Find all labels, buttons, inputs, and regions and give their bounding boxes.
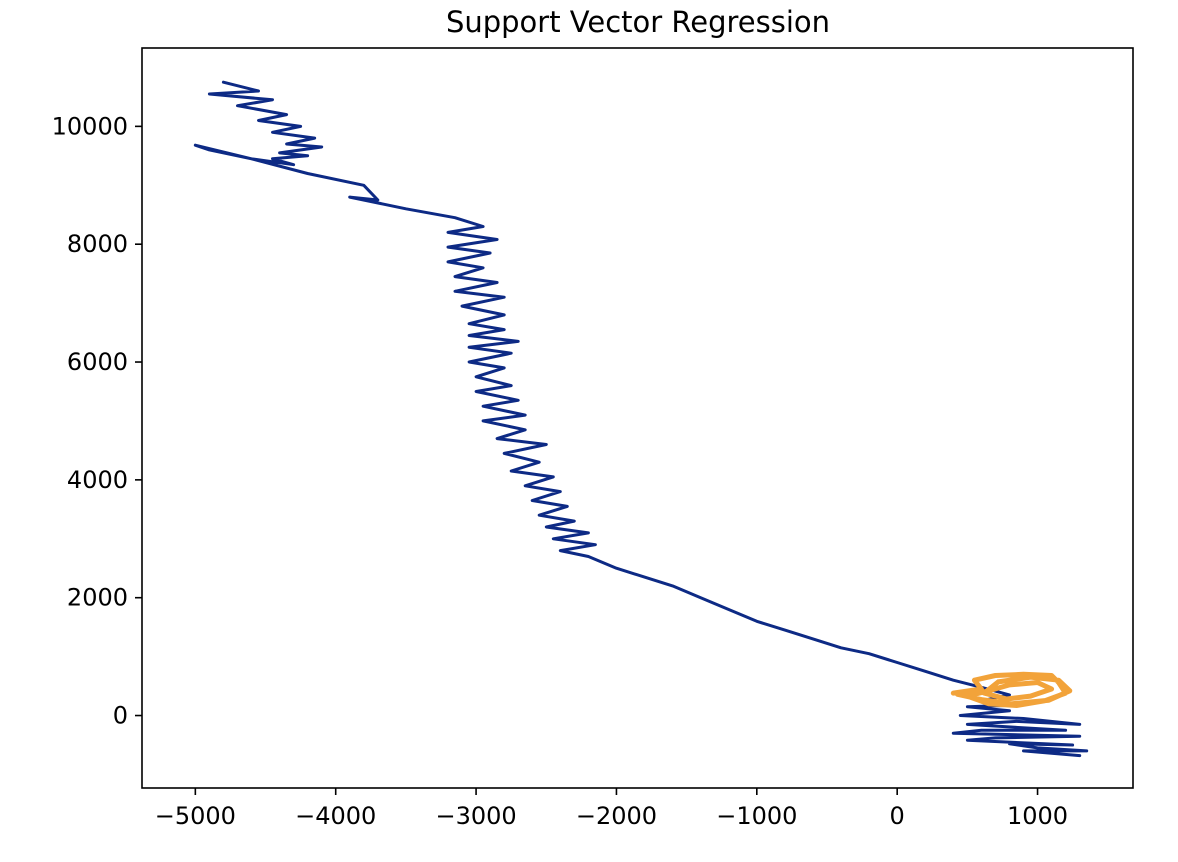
y-tick-label: 8000	[67, 230, 128, 258]
chart-title: Support Vector Regression	[446, 5, 830, 39]
y-tick-label: 6000	[67, 348, 128, 376]
x-tick-label: −3000	[435, 802, 516, 830]
series-line-0	[193, 80, 1089, 758]
x-tick-label: 1000	[1007, 802, 1068, 830]
series-line-1	[950, 671, 1073, 708]
y-tick-label: 2000	[67, 584, 128, 612]
x-tick-label: −5000	[155, 802, 236, 830]
y-tick-label: 4000	[67, 466, 128, 494]
x-tick-label: −4000	[295, 802, 376, 830]
plot-frame	[141, 47, 1134, 789]
y-tick-label: 0	[113, 702, 128, 730]
x-tick-label: −2000	[576, 802, 657, 830]
y-tick-label: 10000	[52, 112, 128, 140]
x-axis: −5000 −4000 −3000 −2000 −1000 0 1000	[155, 788, 1068, 830]
series-layer	[193, 80, 1089, 758]
x-tick-label: −1000	[716, 802, 797, 830]
y-axis: 0 2000 4000 6000 8000 10000	[52, 112, 142, 730]
x-tick-label: 0	[890, 802, 905, 830]
